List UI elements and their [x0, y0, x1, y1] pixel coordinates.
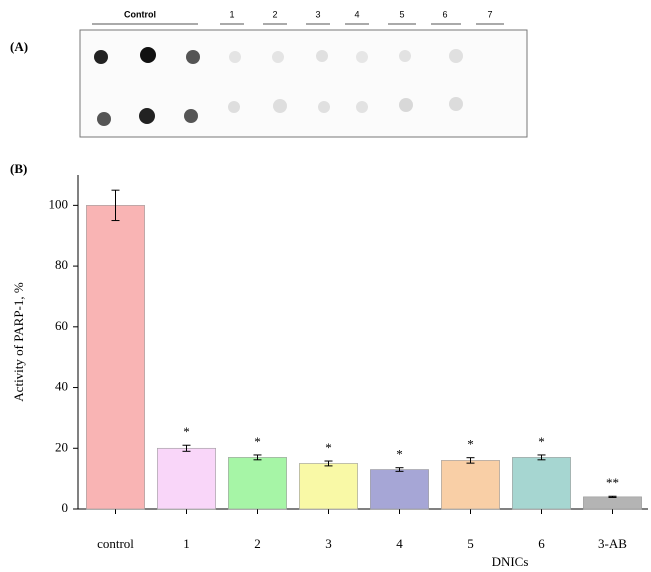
y-tick-label: 100 [49, 196, 69, 211]
x-tick-label: 6 [538, 536, 545, 551]
significance-mark: ** [606, 475, 619, 490]
x-tick-label: 2 [254, 536, 261, 551]
lane-label: 6 [442, 9, 447, 19]
lane-label: 3 [315, 9, 320, 19]
blot-dot [186, 50, 200, 64]
bar [441, 460, 499, 509]
blot-dot [356, 51, 368, 63]
lane-label: 4 [354, 9, 359, 19]
blot-dot [399, 50, 411, 62]
blot-dot [316, 50, 328, 62]
significance-mark: * [467, 437, 474, 452]
bar [228, 457, 286, 509]
blot-dot [229, 51, 241, 63]
x-tick-label: 4 [396, 536, 403, 551]
blot-dot [272, 51, 284, 63]
panel-label: (B) [10, 161, 27, 176]
significance-mark: * [254, 434, 261, 449]
y-tick-label: 60 [55, 318, 68, 333]
x-tick-label: control [97, 536, 134, 551]
lane-label: 5 [399, 9, 404, 19]
blot-dot [94, 50, 108, 64]
lane-labels: Control 1 2 3 4 5 6 7 [92, 9, 504, 24]
blot-dot [139, 108, 155, 124]
significance-mark: * [183, 424, 190, 439]
blot-dot [184, 109, 198, 123]
significance-mark: * [396, 447, 403, 462]
x-tick-label: 5 [467, 536, 474, 551]
significance-mark: * [538, 434, 545, 449]
bar [370, 470, 428, 509]
bar [512, 457, 570, 509]
blot-dot [399, 98, 413, 112]
bar [299, 463, 357, 509]
lane-label: 7 [487, 9, 492, 19]
bar [157, 448, 215, 509]
lane-label: Control [124, 9, 156, 19]
panel-label: (A) [10, 39, 28, 54]
x-tick-label: 3 [325, 536, 332, 551]
bar [86, 205, 144, 509]
x-tick-label: 1 [183, 536, 190, 551]
blot-dot [449, 49, 463, 63]
y-axis-label: Activity of PARP-1, % [11, 282, 26, 402]
bar [583, 497, 641, 509]
blot-dot [228, 101, 240, 113]
y-tick-label: 80 [55, 257, 68, 272]
x-tick-label: 3-AB [598, 536, 627, 551]
blot-dot [318, 101, 330, 113]
lane-label: 1 [229, 9, 234, 19]
y-tick-label: 40 [55, 379, 68, 394]
y-tick-label: 20 [55, 439, 68, 454]
blot-dot [140, 47, 156, 63]
blot-dot [273, 99, 287, 113]
x-axis-label: DNICs [492, 554, 529, 569]
blot-dot [449, 97, 463, 111]
significance-mark: * [325, 440, 332, 455]
figure: (A) Control 1 2 3 4 5 6 7 [0, 0, 651, 572]
blot-dot [97, 112, 111, 126]
blot-dot [356, 101, 368, 113]
y-tick-label: 0 [62, 500, 69, 515]
lane-label: 2 [272, 9, 277, 19]
